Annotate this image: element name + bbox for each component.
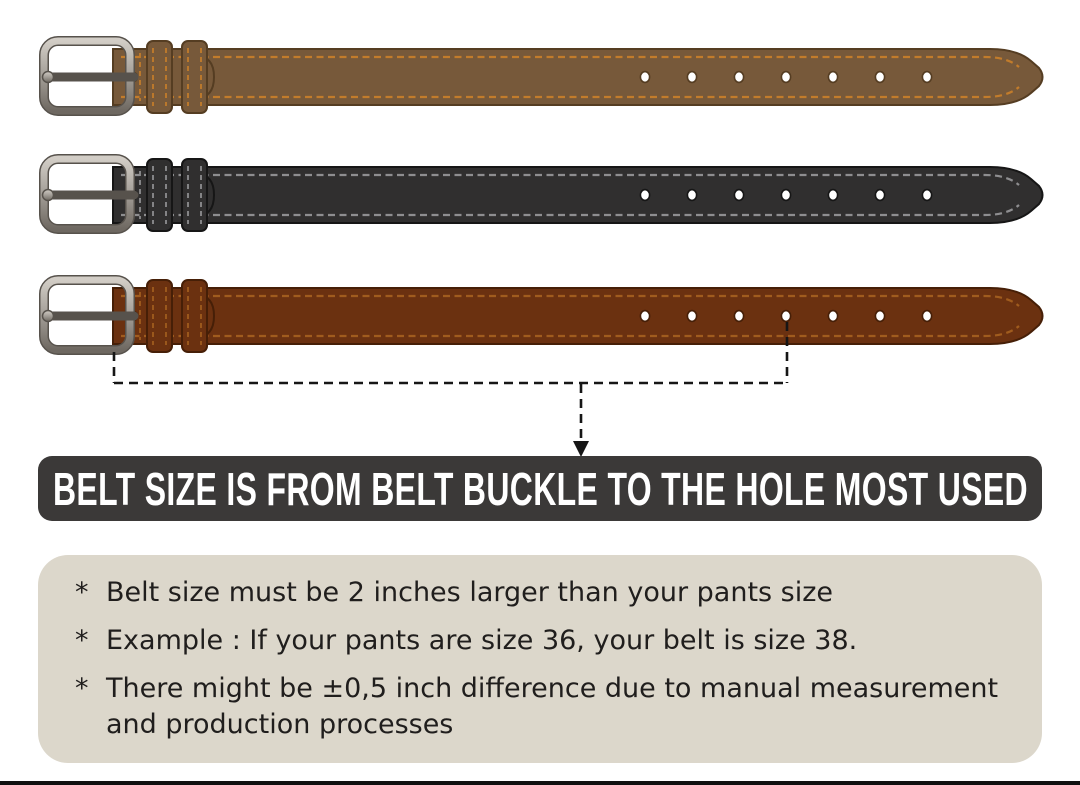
- belt-keeper: [146, 158, 173, 232]
- belt-stitch-bottom: [121, 86, 1020, 99]
- note-item: * Example : If your pants are size 36, y…: [75, 623, 1006, 659]
- belt-strap: [112, 166, 1044, 224]
- belt-holes: [639, 309, 933, 323]
- belt-stitch-top: [121, 294, 1020, 307]
- note-text: Example : If your pants are size 36, you…: [106, 625, 858, 656]
- banner-text: BELT SIZE IS FROM BELT BUCKLE TO THE HOL…: [52, 462, 1028, 515]
- belt-keeper: [181, 279, 208, 353]
- belt-holes: [639, 70, 933, 84]
- keeper-stitches: [152, 287, 202, 345]
- belt-keeper: [146, 279, 173, 353]
- belt-stitch-top: [121, 173, 1020, 186]
- note-item: * There might be ±0,5 inch difference du…: [75, 671, 1006, 743]
- note-text: There might be ±0,5 inch difference due …: [106, 673, 999, 740]
- belt-keeper: [181, 158, 208, 232]
- notes-panel: * Belt size must be 2 inches larger than…: [38, 555, 1042, 763]
- belt-stitch-bottom: [121, 325, 1020, 338]
- keeper-stitches: [152, 48, 202, 106]
- note-text: Belt size must be 2 inches larger than y…: [106, 577, 834, 608]
- belt-strap: [112, 48, 1044, 106]
- note-marker: *: [75, 577, 89, 608]
- arrow-down-icon: [573, 441, 589, 457]
- belt-row-brown: [39, 275, 1044, 355]
- belt-keeper: [181, 40, 208, 114]
- belt-buckle-icon: [39, 154, 139, 234]
- note-item: * Belt size must be 2 inches larger than…: [75, 575, 1006, 611]
- belt-row-tan: [39, 36, 1044, 116]
- note-marker: *: [75, 625, 89, 656]
- note-marker: *: [75, 673, 89, 704]
- belt-buckle-icon: [39, 36, 139, 116]
- belt-stitch-top: [121, 55, 1020, 68]
- belt-stitch-bottom: [121, 204, 1020, 217]
- belt-keeper: [146, 40, 173, 114]
- belt-holes: [639, 188, 933, 202]
- belt-row-black: [39, 154, 1044, 234]
- belt-buckle-icon: [39, 275, 139, 355]
- size-banner: BELT SIZE IS FROM BELT BUCKLE TO THE HOL…: [38, 456, 1042, 521]
- bottom-border: [0, 781, 1080, 785]
- belt-strap: [112, 287, 1044, 345]
- keeper-stitches: [152, 166, 202, 224]
